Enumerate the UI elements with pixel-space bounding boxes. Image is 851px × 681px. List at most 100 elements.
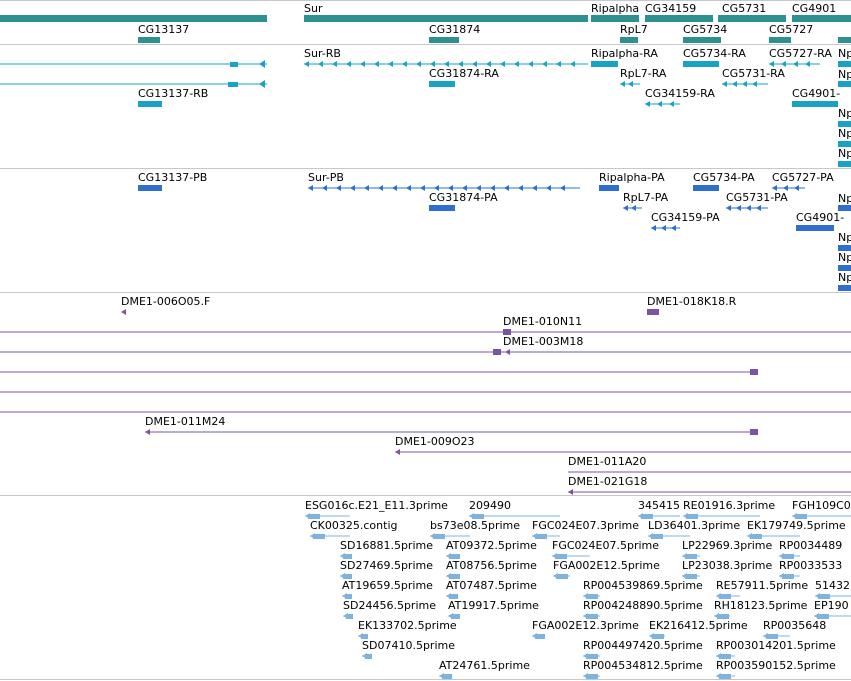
est-arrow[interactable]	[716, 673, 721, 679]
bac-003m18-end[interactable]	[493, 349, 501, 355]
transcript-label[interactable]: CG34159-RA	[645, 87, 715, 100]
gene-label[interactable]: CG5731	[722, 2, 767, 15]
est-arrow[interactable]	[716, 653, 721, 659]
est-block[interactable]	[433, 534, 445, 539]
transcript-label[interactable]: Np	[838, 147, 851, 160]
est-arrow[interactable]	[310, 533, 315, 539]
est-block[interactable]	[652, 634, 664, 639]
protein-label[interactable]: Np	[838, 251, 851, 264]
gene-span-cg5734[interactable]	[683, 37, 721, 43]
est-block[interactable]	[719, 674, 731, 679]
est-block[interactable]	[651, 534, 663, 539]
est-arrow[interactable]	[469, 513, 474, 519]
est-arrow[interactable]	[430, 533, 435, 539]
est-label[interactable]: RP0033533	[779, 559, 843, 572]
est-arrow[interactable]	[779, 573, 784, 579]
protein-sur-pb-exon[interactable]	[364, 185, 369, 191]
protein-label[interactable]: RpL7-PA	[623, 191, 669, 204]
est-block[interactable]	[818, 594, 830, 599]
protein-cg31874-pa[interactable]	[429, 205, 455, 211]
protein-cg5727-pa-exon[interactable]	[794, 185, 799, 191]
est-label[interactable]: RE01916.3prime	[683, 499, 776, 512]
protein-label[interactable]: CG31874-PA	[429, 191, 498, 204]
est-block[interactable]	[556, 574, 568, 579]
est-label[interactable]: AT09372.5prime	[446, 539, 537, 552]
est-block[interactable]	[308, 514, 320, 519]
est-arrow[interactable]	[583, 653, 588, 659]
est-arrow[interactable]	[342, 593, 347, 599]
est-block[interactable]	[717, 614, 729, 619]
transcript-cg34159-ra-exon[interactable]	[669, 101, 674, 107]
protein-label[interactable]: CG5734-PA	[693, 171, 755, 184]
transcript-sur-rb-exon[interactable]	[444, 61, 449, 67]
protein-rpl7-pa-exon[interactable]	[631, 205, 636, 211]
est-block[interactable]	[442, 674, 452, 679]
protein-label[interactable]: CG34159-PA	[651, 211, 720, 224]
transcript-np[interactable]	[838, 161, 851, 167]
est-block[interactable]	[343, 554, 352, 559]
bac-label[interactable]: DME1-010N11	[503, 315, 583, 328]
gene-span-cg31874[interactable]	[429, 37, 459, 43]
est-arrow[interactable]	[358, 633, 363, 639]
protein-sur-pb-exon[interactable]	[560, 185, 565, 191]
transcript-label[interactable]: CG13137-RB	[138, 87, 209, 100]
est-arrow[interactable]	[638, 513, 643, 519]
transcript-sur-rb-exon[interactable]	[542, 61, 547, 67]
gene-label[interactable]: RpL7	[620, 23, 648, 36]
est-label[interactable]: EP190	[814, 599, 849, 612]
est-block[interactable]	[782, 554, 794, 559]
transcript-sur-rb-exon[interactable]	[402, 61, 407, 67]
protein-label[interactable]: CG4901-	[796, 211, 845, 224]
est-label[interactable]: RP004539869.5prime	[583, 579, 703, 592]
transcript-np[interactable]	[838, 81, 851, 87]
transcript-label[interactable]: RpL7-RA	[620, 67, 667, 80]
est-label[interactable]: RP0034489	[779, 539, 843, 552]
transcript-arrow[interactable]	[259, 80, 265, 88]
bac-end-006o05[interactable]	[121, 309, 126, 315]
bac-label[interactable]: DME1-009O23	[395, 435, 475, 448]
protein-label[interactable]: Np	[838, 192, 851, 205]
gene-span-cg5727[interactable]	[769, 37, 791, 43]
transcript-label[interactable]: CG31874-RA	[429, 67, 499, 80]
est-arrow[interactable]	[305, 513, 310, 519]
transcript-exon[interactable]	[228, 82, 238, 87]
est-block[interactable]	[345, 594, 352, 599]
est-arrow[interactable]	[340, 573, 345, 579]
transcript-label[interactable]: Ripalpha-RA	[591, 47, 658, 60]
transcript-sur-rb-exon[interactable]	[458, 61, 463, 67]
protein-cg34159-pa-exon[interactable]	[661, 225, 666, 231]
protein-sur-pb-exon[interactable]	[406, 185, 411, 191]
est-arrow[interactable]	[446, 573, 451, 579]
est-block[interactable]	[535, 534, 547, 539]
protein-cg4901[interactable]	[796, 225, 834, 231]
est-label[interactable]: EK133702.5prime	[358, 619, 457, 632]
transcript-cg34159-ra-exon[interactable]	[645, 101, 650, 107]
est-arrow[interactable]	[763, 633, 768, 639]
est-label[interactable]: FGH109C0	[792, 499, 851, 512]
bac-009o23-arrow[interactable]	[395, 449, 400, 455]
transcript-cg5734-ra[interactable]	[683, 61, 719, 67]
est-label[interactable]: LP23038.3prime	[682, 559, 773, 572]
protein-label[interactable]: CG13137-PB	[138, 171, 208, 184]
bac-clone-end[interactable]	[750, 369, 758, 375]
transcript-ripalpha-ra[interactable]	[591, 61, 618, 67]
est-arrow[interactable]	[747, 533, 752, 539]
bac-011m24-arrow[interactable]	[145, 429, 150, 435]
est-label[interactable]: ESG016c.E21_E11.3prime	[305, 499, 448, 512]
est-label[interactable]: 209490	[469, 499, 511, 512]
est-arrow[interactable]	[716, 593, 721, 599]
transcript-sur-rb-exon[interactable]	[346, 61, 351, 67]
est-block[interactable]	[346, 614, 353, 619]
protein-cg5731-pa-exon[interactable]	[746, 205, 751, 211]
protein-label[interactable]: CG5731-PA	[726, 191, 788, 204]
est-label[interactable]: AT24761.5prime	[439, 659, 530, 672]
protein-cg13137-pb[interactable]	[138, 185, 162, 191]
transcript-cg5727-ra-exon[interactable]	[769, 61, 774, 67]
est-block[interactable]	[451, 614, 460, 619]
transcript-cg5731-ra-exon[interactable]	[722, 81, 727, 87]
est-label[interactable]: AT08756.5prime	[446, 559, 537, 572]
transcript-sur-rb-exon[interactable]	[472, 61, 477, 67]
est-block[interactable]	[343, 574, 352, 579]
transcript-label[interactable]: Sur-RB	[304, 47, 341, 60]
protein-sur-pb-exon[interactable]	[476, 185, 481, 191]
